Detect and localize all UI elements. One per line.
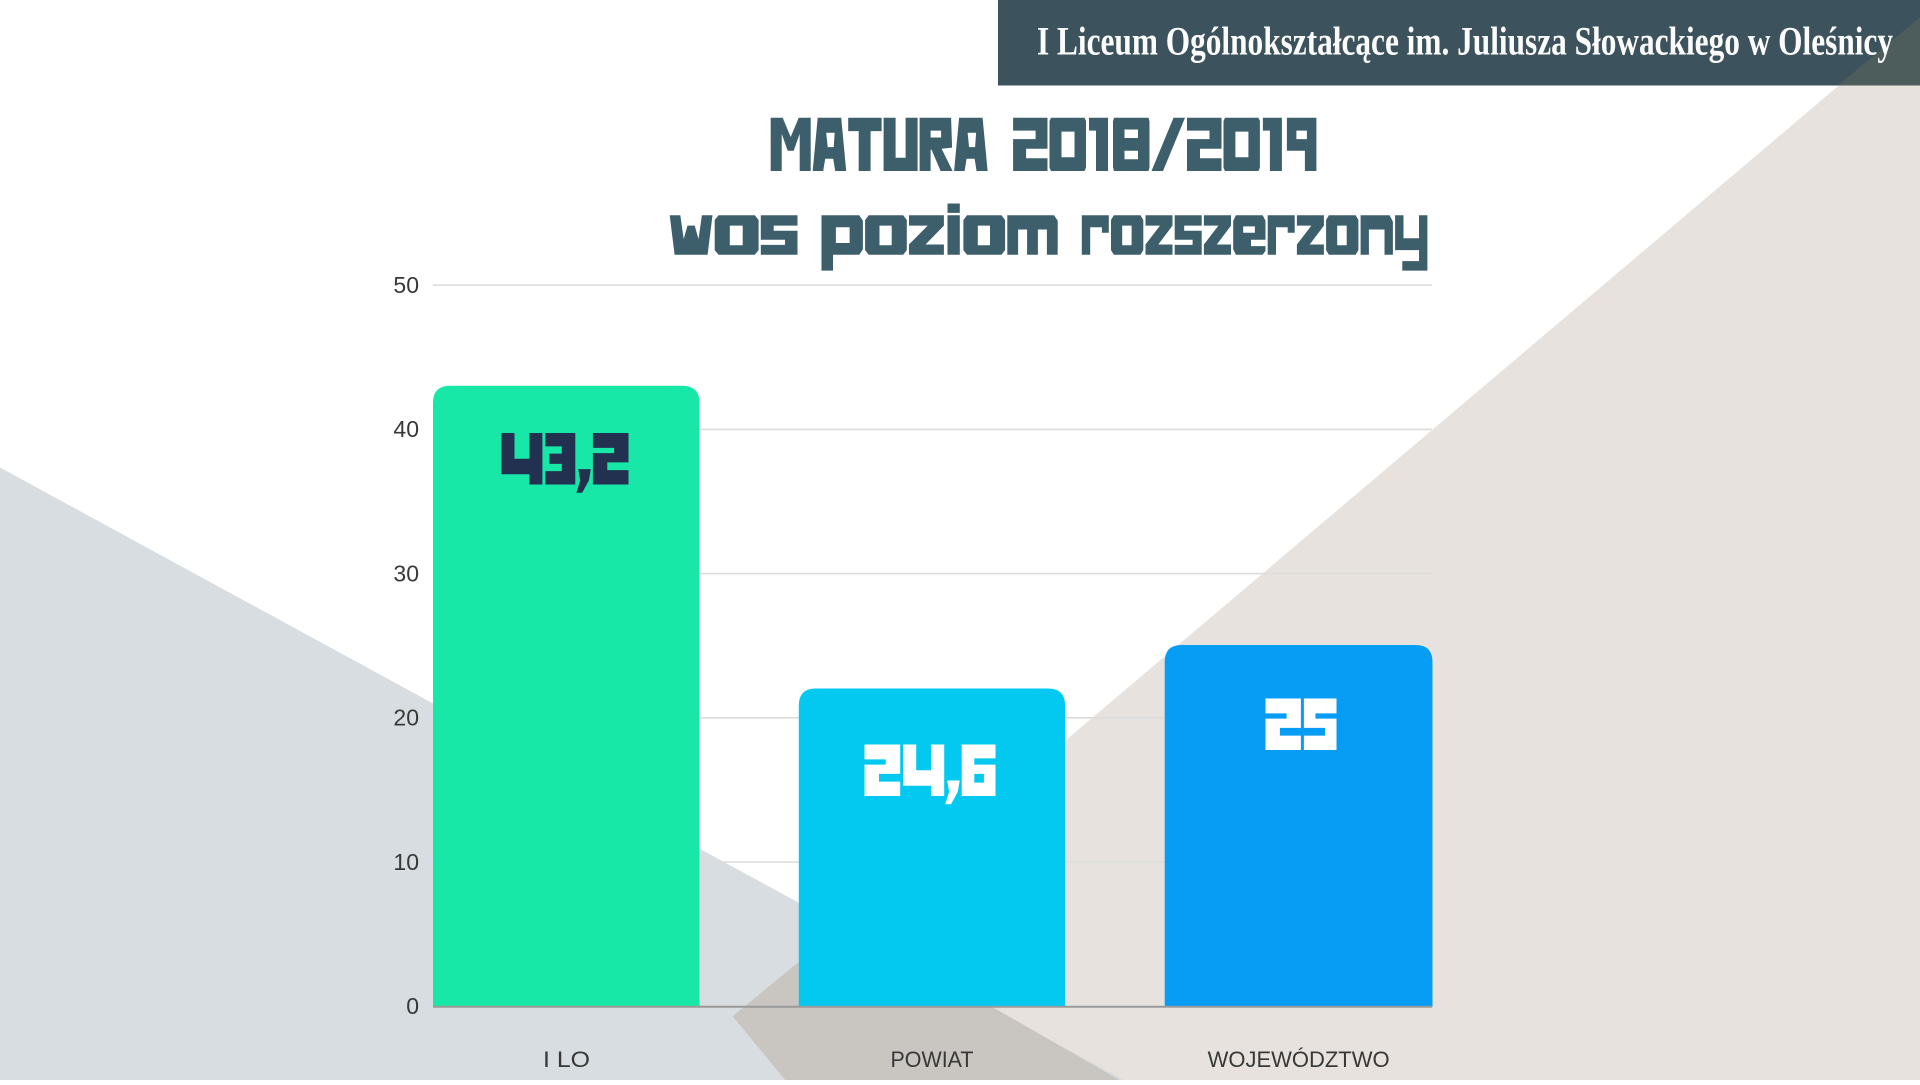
svg-text:30: 30 [393, 560, 419, 586]
svg-text:50: 50 [393, 272, 419, 298]
svg-text:WOJEWÓDZTWO: WOJEWÓDZTWO [1208, 1047, 1390, 1072]
svg-text:POWIAT: POWIAT [891, 1047, 974, 1072]
svg-text:10: 10 [393, 849, 419, 875]
svg-text:I LO: I LO [543, 1047, 590, 1072]
svg-text:0: 0 [406, 993, 419, 1019]
svg-text:40: 40 [393, 416, 419, 442]
svg-text:I Liceum Ogólnokształcące im.: I Liceum Ogólnokształcące im. Juliusza S… [1037, 19, 1893, 64]
svg-text:20: 20 [393, 705, 419, 731]
